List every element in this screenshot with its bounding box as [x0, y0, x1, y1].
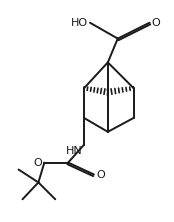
Text: HO: HO [71, 18, 88, 28]
Text: O: O [34, 158, 42, 168]
Text: O: O [152, 18, 160, 28]
Text: HN: HN [66, 146, 83, 156]
Text: O: O [96, 170, 105, 180]
